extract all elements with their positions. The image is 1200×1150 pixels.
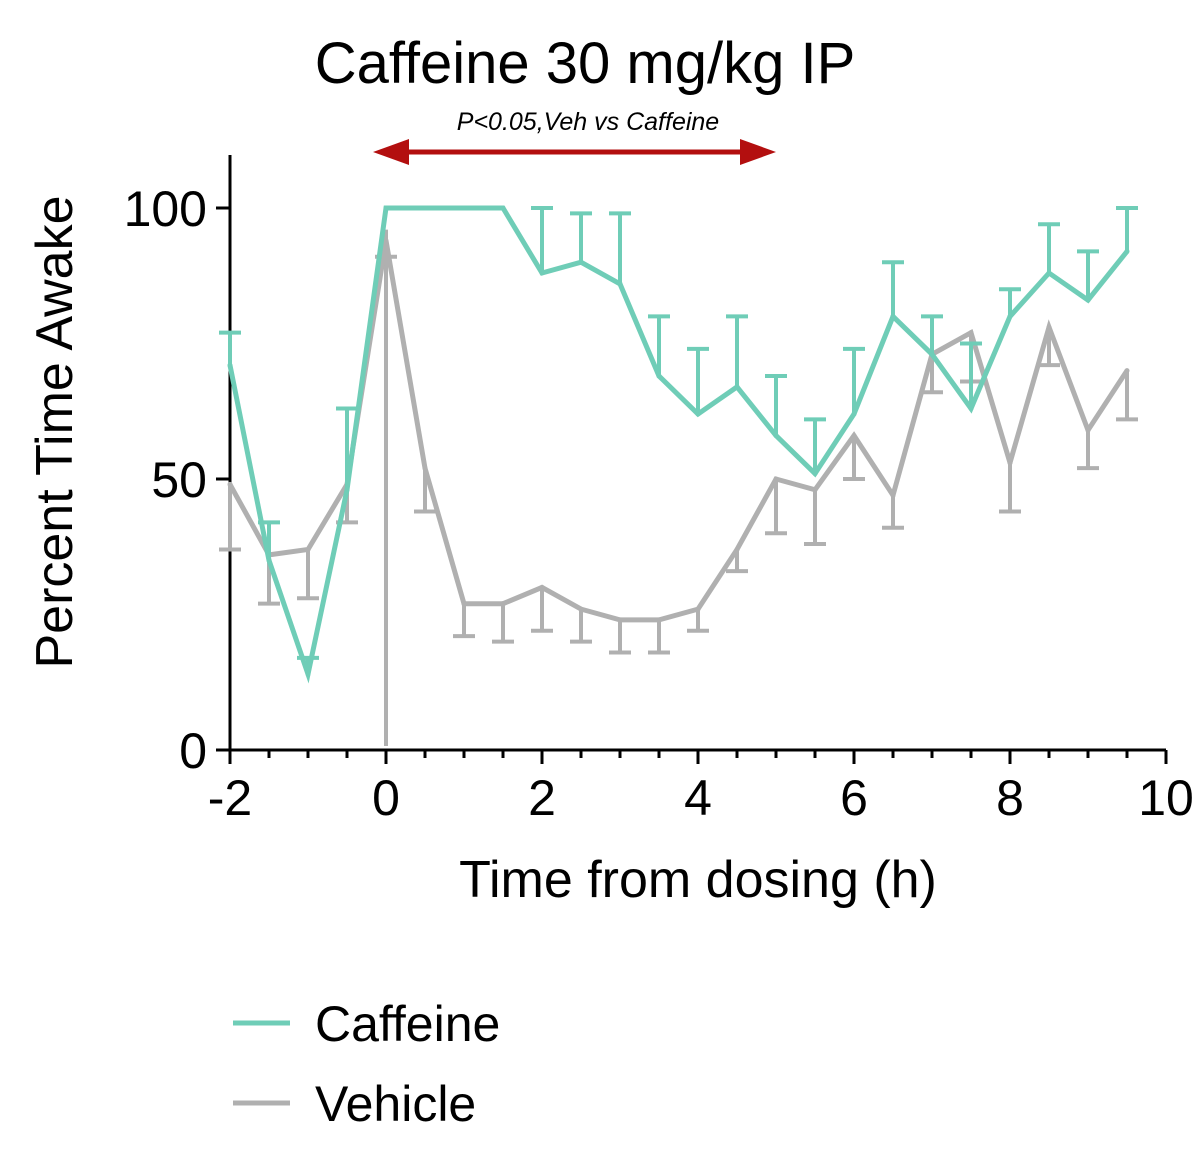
data-point	[617, 281, 623, 287]
series-caffeine	[219, 205, 1138, 684]
data-point	[500, 205, 506, 211]
data-point	[422, 205, 428, 211]
data-point	[656, 617, 662, 623]
data-point	[890, 313, 896, 319]
data-point	[344, 487, 350, 493]
data-point	[968, 406, 974, 412]
data-point	[773, 476, 779, 482]
y-tick-label: 50	[151, 452, 207, 508]
x-tick-label: 6	[840, 770, 868, 826]
data-point	[617, 617, 623, 623]
data-point	[656, 373, 662, 379]
data-point	[305, 671, 311, 677]
data-point	[227, 481, 233, 487]
data-point	[773, 433, 779, 439]
data-point	[1085, 297, 1091, 303]
data-point	[266, 557, 272, 563]
series-line-vehicle	[227, 240, 1130, 623]
data-point	[734, 384, 740, 390]
data-point	[227, 362, 233, 368]
legend-label-vehicle: Vehicle	[315, 1076, 476, 1132]
chart-title: Caffeine 30 mg/kg IP	[315, 31, 856, 96]
data-point	[812, 471, 818, 477]
x-tick-label: 2	[528, 770, 556, 826]
annotation-layer	[373, 139, 776, 165]
series-line-caffeine	[227, 205, 1129, 684]
significance-arrow-left-head	[373, 139, 409, 165]
legend: Caffeine Vehicle	[233, 996, 500, 1132]
data-point	[578, 259, 584, 265]
y-axis-label: Percent Time Awake	[26, 195, 84, 668]
data-point	[305, 546, 311, 552]
series-layer	[219, 205, 1138, 684]
series-vehicle	[219, 238, 1138, 655]
data-point	[383, 205, 389, 211]
x-tick-label: 4	[684, 770, 712, 826]
data-point	[1124, 368, 1130, 374]
data-point	[1046, 270, 1052, 276]
data-point	[734, 546, 740, 552]
significance-label: P<0.05,Veh vs Caffeine	[457, 108, 719, 136]
data-point	[539, 270, 545, 276]
x-tick-label: 0	[372, 770, 400, 826]
data-point	[1046, 324, 1052, 330]
data-point	[695, 606, 701, 612]
legend-label-caffeine: Caffeine	[315, 996, 500, 1052]
data-point	[1007, 313, 1013, 319]
data-point	[461, 601, 467, 607]
data-point	[461, 205, 467, 211]
data-point	[695, 411, 701, 417]
data-point	[890, 492, 896, 498]
data-point	[383, 238, 389, 244]
data-point	[929, 351, 935, 357]
data-point	[851, 433, 857, 439]
data-point	[1085, 427, 1091, 433]
significance-arrow-right-head	[740, 139, 776, 165]
data-point	[422, 465, 428, 471]
x-tick-label: -2	[208, 770, 252, 826]
data-point	[812, 487, 818, 493]
data-point	[1007, 460, 1013, 466]
data-point	[968, 330, 974, 336]
x-axis-label: Time from dosing (h)	[459, 851, 937, 909]
y-tick-label: 100	[124, 181, 207, 237]
data-point	[539, 584, 545, 590]
x-tick-label: 8	[996, 770, 1024, 826]
x-tick-label: 10	[1138, 770, 1194, 826]
y-tick-label: 0	[179, 723, 207, 779]
data-point	[1124, 248, 1130, 254]
data-point	[500, 601, 506, 607]
data-point	[851, 411, 857, 417]
data-point	[578, 606, 584, 612]
